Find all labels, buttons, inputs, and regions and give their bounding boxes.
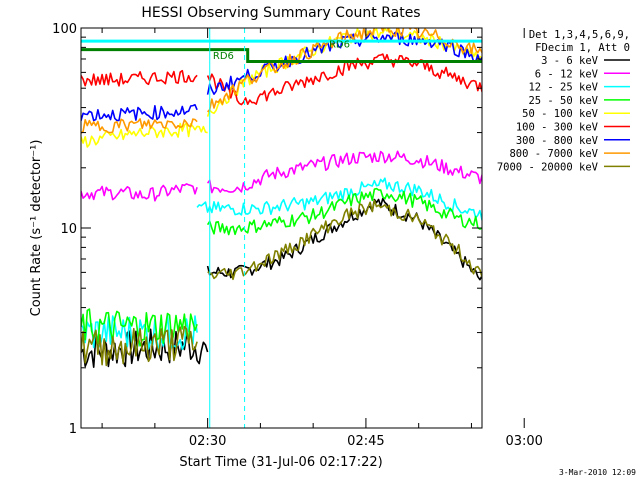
y-axis-label: Count Rate (s⁻¹ detector⁻¹) [29, 140, 44, 317]
x-tick-label: 02:30 [189, 434, 226, 449]
series-line-3-6-kev-1 [206, 197, 482, 281]
y-tick-label: 1 [69, 422, 77, 437]
series-line-3-6-kev-2 [609, 374, 640, 417]
series-line-300-800-kev-0 [81, 104, 198, 122]
chart-title: HESSI Observing Summary Count Rates [141, 5, 420, 21]
series-line-25-50-kev-1 [206, 187, 482, 236]
series-line-6-12-kev-0 [81, 183, 198, 202]
legend-label-6-12-kev: 6 - 12 keV [535, 68, 599, 80]
reference-lines [81, 39, 482, 63]
x-axis-label: Start Time (31-Jul-06 02:17:22) [179, 455, 382, 470]
y-tick-label: 10 [60, 222, 77, 237]
y-tick-label: 100 [52, 22, 77, 37]
vertical-markers [209, 28, 246, 428]
x-tick-label: 02:45 [347, 434, 384, 449]
series-800-7000-kev [81, 28, 482, 134]
legend-label-7000-20000-kev: 7000 - 20000 keV [497, 161, 599, 173]
legend-label-100-300-kev: 100 - 300 keV [516, 122, 599, 134]
green-reference-line [81, 48, 482, 63]
annotation-rd6: RD6 [213, 51, 234, 62]
series-line-7000-20000-kev-1 [207, 199, 482, 281]
legend-label-25-50-kev: 25 - 50 keV [528, 95, 598, 107]
series-line-7000-20000-kev-0 [81, 325, 198, 367]
legend-label-50-100-kev: 50 - 100 keV [522, 108, 599, 120]
legend-header-line: Det 1,3,4,5,6,9, [529, 29, 630, 41]
series-3-6-kev [81, 197, 640, 417]
series-line-800-7000-kev-0 [81, 118, 198, 134]
series-line-6-12-kev-1 [206, 150, 482, 194]
footer-timestamp: 3-Mar-2010 12:09 [559, 468, 636, 477]
series-line-800-7000-kev-1 [207, 28, 482, 113]
annotation-rd6: RD6 [329, 39, 350, 50]
legend-label-12-25-kev: 12 - 25 keV [528, 82, 598, 94]
series-line-100-300-kev-1 [206, 53, 482, 106]
series-line-12-25-kev-1 [196, 177, 482, 221]
annotations: RD6 RD6 [213, 39, 350, 62]
x-tick-label: 03:00 [505, 434, 542, 449]
legend-label-3-6-kev: 3 - 6 keV [541, 55, 599, 67]
legend: Det 1,3,4,5,6,9,FDecim 1, Att 03 - 6 keV… [497, 29, 630, 173]
series-layer [81, 28, 640, 417]
series-100-300-kev [81, 53, 482, 106]
series-line-25-50-kev-0 [81, 308, 198, 347]
legend-label-800-7000-kev: 800 - 7000 keV [509, 148, 598, 160]
series-line-100-300-kev-0 [81, 69, 198, 87]
series-25-50-kev [81, 187, 482, 347]
series-6-12-kev [81, 150, 482, 202]
legend-label-300-800-kev: 300 - 800 keV [516, 135, 599, 147]
series-7000-20000-kev [81, 199, 482, 367]
legend-header-line: FDecim 1, Att 0 [535, 42, 630, 54]
